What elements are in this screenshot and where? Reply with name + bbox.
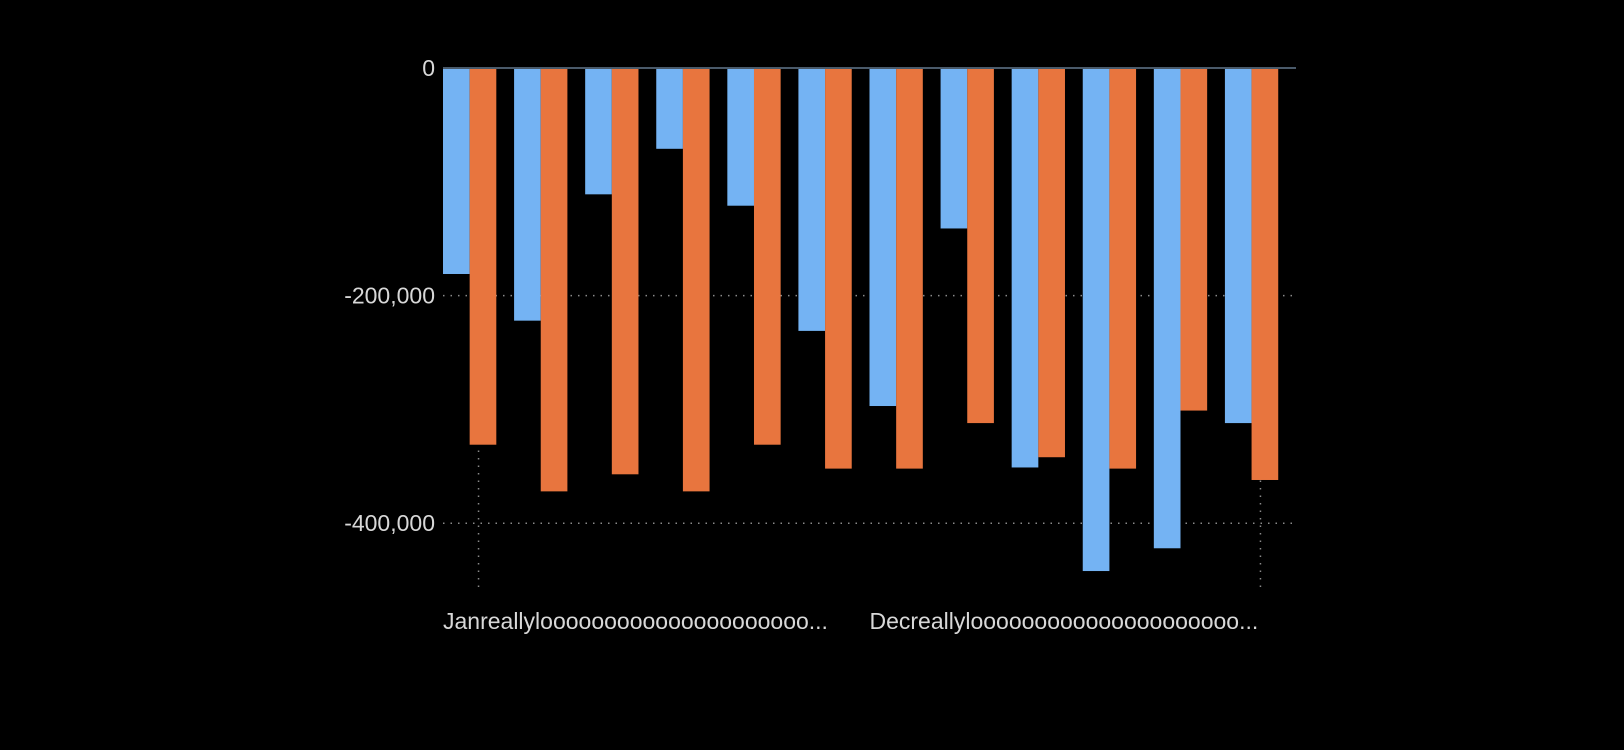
bar-series-1 [1153, 68, 1181, 549]
bar-series-1 [727, 68, 754, 206]
x-tick-label: Decreallylooooooooooooooooooooo... [870, 608, 1259, 634]
bar-series-2 [1038, 68, 1065, 458]
bar-series-2 [1251, 68, 1279, 480]
bar-series-1 [443, 68, 470, 274]
bar-series-2 [611, 68, 639, 475]
bar-series-2 [1109, 68, 1137, 469]
bar-series-2 [896, 68, 923, 469]
bar-series-2 [469, 68, 497, 445]
bar-series-1 [798, 68, 826, 331]
bar-series-2 [753, 68, 781, 445]
y-tick-label: -200,000 [344, 283, 435, 309]
bar-series-1 [1224, 68, 1252, 424]
bar-series-1 [585, 68, 612, 195]
x-tick-label: Janreallylooooooooooooooooooooo... [443, 608, 828, 634]
bar-series-1 [940, 68, 968, 229]
bar-series-1 [656, 68, 683, 149]
bar-series-2 [540, 68, 568, 492]
y-tick-label: 0 [422, 55, 435, 81]
bar-series-2 [825, 68, 852, 469]
bar-series-2 [682, 68, 710, 492]
bar-series-2 [1180, 68, 1208, 411]
bar-series-1 [514, 68, 541, 321]
bar-series-1 [1082, 68, 1110, 572]
bar-series-1 [1011, 68, 1039, 468]
bar-series-2 [967, 68, 994, 424]
y-tick-label: -400,000 [344, 510, 435, 536]
bar-series-1 [869, 68, 897, 407]
